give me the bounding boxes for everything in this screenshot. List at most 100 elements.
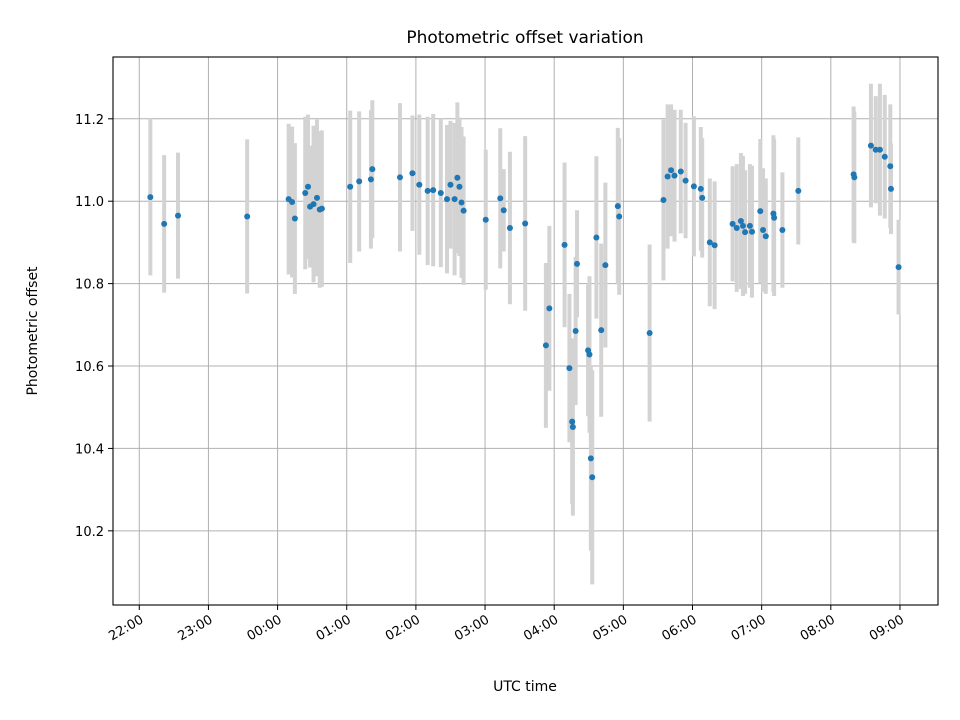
data-point xyxy=(872,146,879,153)
data-point xyxy=(437,189,444,196)
data-point xyxy=(762,233,769,240)
y-tick-label: 10.4 xyxy=(75,442,104,457)
data-point xyxy=(760,227,767,234)
data-point xyxy=(497,195,504,202)
error-bars xyxy=(148,83,901,585)
data-point xyxy=(887,163,894,170)
data-point xyxy=(424,187,431,194)
data-point xyxy=(746,222,753,229)
data-point xyxy=(851,174,858,181)
data-point xyxy=(369,166,376,173)
data-point xyxy=(574,260,581,267)
data-point xyxy=(711,242,718,249)
data-point xyxy=(302,189,309,196)
data-point xyxy=(569,424,576,431)
data-point xyxy=(660,196,667,203)
data-point xyxy=(748,228,755,235)
x-tick-label: 22:00 xyxy=(106,612,146,644)
x-tick-label: 04:00 xyxy=(521,612,561,644)
data-point xyxy=(161,220,168,227)
data-point xyxy=(737,217,744,224)
data-point xyxy=(458,199,465,206)
data-point xyxy=(522,220,529,227)
data-point xyxy=(616,213,623,220)
data-point xyxy=(572,328,579,334)
data-point xyxy=(690,183,697,190)
data-point xyxy=(310,201,317,208)
data-point xyxy=(566,365,573,372)
data-point xyxy=(602,262,609,269)
x-tick-label: 23:00 xyxy=(175,612,215,644)
data-point xyxy=(447,181,454,188)
data-point xyxy=(697,185,704,192)
data-point xyxy=(147,194,154,201)
x-axis-label: UTC time xyxy=(493,679,557,695)
data-point xyxy=(706,239,713,246)
data-point xyxy=(614,203,621,210)
x-axis-ticks: 22:00 23:00 00:00 01:00 02:00 03:00 04:00 05:00… xyxy=(106,605,907,644)
data-point xyxy=(771,214,778,221)
data-point xyxy=(430,187,437,194)
data-point xyxy=(598,327,605,334)
data-point xyxy=(500,207,507,214)
data-point xyxy=(542,342,549,349)
data-point xyxy=(482,216,489,223)
data-point xyxy=(779,227,786,234)
data-point xyxy=(739,222,746,229)
data-point xyxy=(682,177,689,184)
y-tick-label: 10.6 xyxy=(75,360,104,375)
data-point xyxy=(795,187,802,194)
y-tick-label: 11.0 xyxy=(75,195,104,210)
data-point xyxy=(244,213,251,220)
data-point xyxy=(586,351,593,358)
data-point xyxy=(460,207,467,214)
data-point xyxy=(569,418,576,425)
data-point xyxy=(671,172,678,179)
x-tick-label: 09:00 xyxy=(867,612,907,644)
data-point xyxy=(876,146,883,153)
x-tick-label: 01:00 xyxy=(314,612,354,644)
data-point xyxy=(289,199,296,206)
data-point xyxy=(887,185,894,192)
data-point xyxy=(546,305,553,312)
data-point xyxy=(451,196,458,203)
y-tick-label: 10.8 xyxy=(75,278,104,293)
data-point xyxy=(895,264,902,271)
x-tick-label: 08:00 xyxy=(798,612,838,644)
x-tick-label: 03:00 xyxy=(452,612,492,644)
data-point xyxy=(314,194,321,201)
data-point xyxy=(589,474,596,481)
data-point xyxy=(664,173,671,180)
data-point xyxy=(416,181,423,188)
y-tick-label: 10.2 xyxy=(75,525,104,540)
data-point xyxy=(668,167,675,174)
x-tick-label: 00:00 xyxy=(245,612,285,644)
data-point xyxy=(305,183,312,190)
data-point xyxy=(318,205,325,212)
data-point xyxy=(699,194,706,201)
x-tick-label: 05:00 xyxy=(590,612,630,644)
x-tick-label: 02:00 xyxy=(383,612,423,644)
data-point xyxy=(356,178,363,185)
data-point xyxy=(587,455,594,462)
plot-frame xyxy=(112,56,939,606)
data-points xyxy=(147,142,902,481)
chart-title: Photometric offset variation xyxy=(406,28,643,48)
data-point xyxy=(881,153,888,160)
data-point xyxy=(593,234,600,241)
data-point xyxy=(175,212,182,219)
data-point xyxy=(867,142,874,149)
data-point xyxy=(444,196,451,203)
y-axis-ticks: 10.2 10.4 10.6 10.8 11.0 11.2 xyxy=(75,113,113,540)
data-point xyxy=(742,229,749,236)
y-tick-label: 11.2 xyxy=(75,113,104,128)
data-point xyxy=(367,176,374,183)
data-point xyxy=(729,220,736,227)
data-point xyxy=(646,330,653,337)
data-point xyxy=(396,174,403,181)
x-tick-label: 07:00 xyxy=(729,612,769,644)
data-point xyxy=(757,208,764,215)
data-point xyxy=(733,224,740,231)
data-point xyxy=(291,215,298,222)
